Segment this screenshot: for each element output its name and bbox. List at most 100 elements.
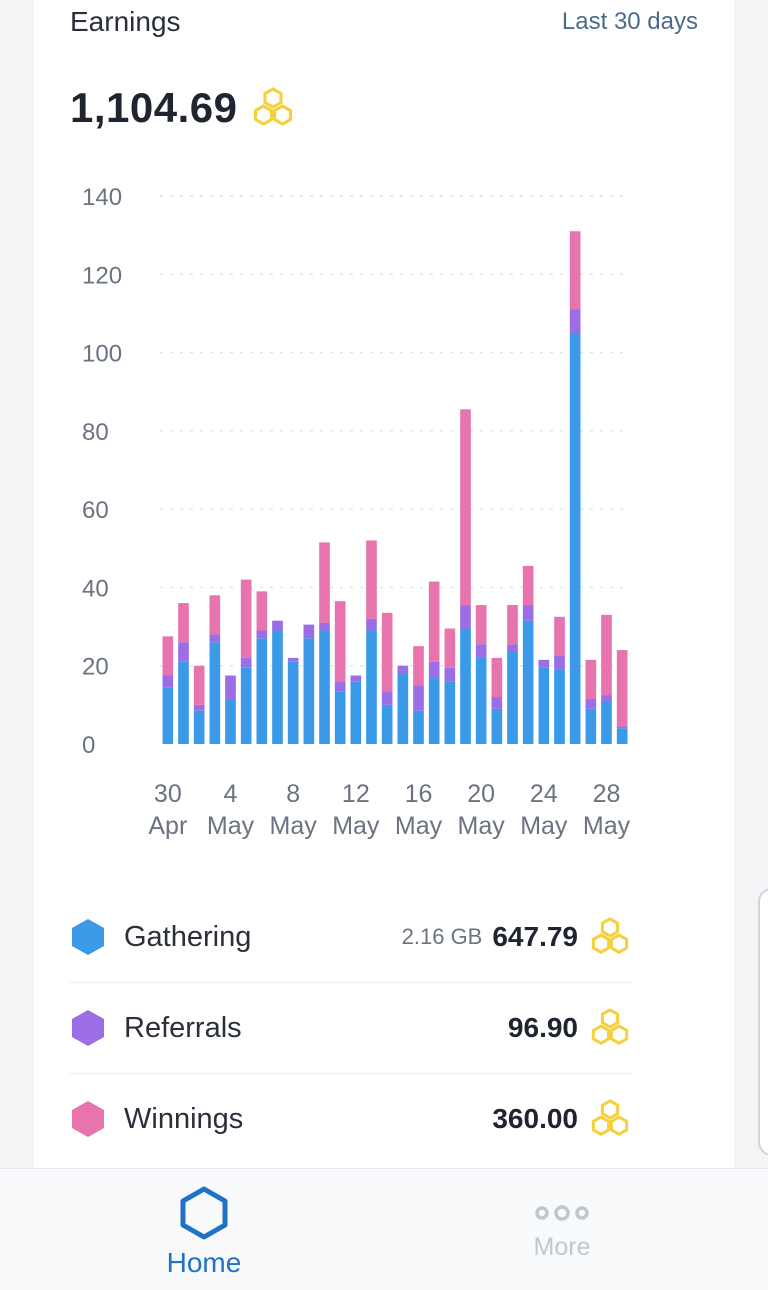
earnings-card	[34, 0, 734, 1170]
bar-winnings	[240, 579, 252, 658]
bar-referrals	[554, 655, 565, 670]
x-tick-month: May	[395, 812, 443, 840]
y-tick-label: 0	[82, 732, 95, 759]
hexagon-icon	[180, 1186, 228, 1240]
bar-gathering	[334, 691, 346, 744]
y-tick-label: 80	[82, 419, 109, 446]
total-earnings: 1,104.69	[70, 84, 296, 132]
bar-gathering	[240, 667, 252, 744]
x-tick-month: May	[520, 812, 568, 840]
bar-referrals	[538, 659, 550, 668]
total-earnings-value: 1,104.69	[70, 84, 238, 131]
x-tick-day: 20	[467, 780, 495, 808]
bar-referrals	[475, 644, 487, 658]
nav-home-label: Home	[166, 1247, 242, 1278]
bar-winnings	[366, 540, 377, 619]
bar-winnings	[522, 565, 534, 606]
bar-gathering	[538, 667, 550, 744]
gathering-earnings-value: 647.79	[492, 921, 578, 952]
x-tick-month: May	[270, 812, 318, 840]
bar-winnings	[413, 646, 424, 686]
bar-referrals	[287, 657, 299, 662]
legend-row-referrals[interactable]: Referrals 96.90	[70, 983, 632, 1074]
x-tick-month: May	[332, 812, 380, 840]
bar-gathering	[225, 698, 236, 744]
bar-gathering	[507, 652, 518, 744]
bar-referrals	[616, 726, 628, 729]
legend-row-gathering[interactable]: Gathering 2.16 GB 647.79	[70, 892, 632, 983]
bar-referrals	[522, 605, 534, 621]
bar-referrals	[319, 622, 330, 631]
bar-gathering	[287, 661, 299, 744]
bar-referrals	[240, 657, 252, 668]
honeycomb-icon	[591, 1099, 629, 1136]
bar-gathering	[350, 681, 362, 744]
bar-referrals	[444, 667, 456, 682]
bar-referrals	[303, 624, 315, 639]
bar-gathering	[381, 704, 393, 744]
x-tick-day: 16	[405, 780, 433, 808]
legend-label-gathering: Gathering	[124, 920, 252, 953]
bar-referrals	[585, 698, 597, 709]
period-selector[interactable]: Last 30 days	[561, 8, 698, 35]
bar-winnings	[569, 231, 581, 310]
bar-gathering	[460, 628, 471, 744]
bar-referrals	[209, 634, 221, 643]
honeycomb-icon	[253, 87, 292, 126]
bar-referrals	[491, 697, 503, 709]
x-tick-day: 8	[286, 780, 300, 808]
earnings-title: Earnings	[70, 6, 181, 37]
bar-referrals	[428, 661, 440, 678]
bar-winnings	[491, 657, 503, 698]
bar-gathering	[601, 700, 612, 744]
referrals-hexagon-icon	[72, 1010, 104, 1046]
bar-gathering	[303, 638, 315, 744]
bar-winnings	[319, 542, 330, 623]
legend-label-referrals: Referrals	[124, 1011, 242, 1044]
x-tick-day: 24	[530, 780, 558, 808]
winnings-earnings-value: 360.00	[492, 1103, 578, 1134]
earnings-bar-chart: 0 20 40 60 80 100 120 140 30 Apr 4 May 8 May 12 May 16 Ma…	[82, 184, 631, 840]
y-tick-label: 60	[82, 497, 109, 524]
bar-gathering	[397, 673, 409, 744]
bar-referrals	[162, 675, 174, 688]
y-tick-label: 20	[82, 654, 109, 681]
bar-winnings	[334, 601, 346, 682]
bar-winnings	[585, 659, 597, 699]
bar-gathering	[491, 708, 503, 744]
bar-winnings	[601, 614, 612, 696]
bar-gathering	[585, 708, 597, 744]
bar-winnings	[460, 409, 471, 606]
bar-winnings	[616, 650, 628, 727]
bar-winnings	[193, 665, 205, 705]
nav-home[interactable]: Home	[94, 1169, 314, 1290]
nav-more[interactable]: More	[452, 1169, 672, 1290]
earnings-legend: Gathering 2.16 GB 647.79 Referrals 96.90…	[70, 892, 632, 1164]
x-tick-day: 28	[593, 780, 621, 808]
bottom-navigation: Home More	[0, 1168, 768, 1290]
honeycomb-icon	[591, 1008, 629, 1045]
y-tick-label: 140	[82, 184, 122, 211]
bar-winnings	[554, 616, 565, 656]
x-tick-month: May	[458, 812, 506, 840]
y-tick-label: 40	[82, 575, 109, 602]
bar-gathering	[319, 630, 330, 744]
y-tick-label: 100	[82, 341, 122, 368]
bar-gathering	[616, 728, 628, 744]
bar-referrals	[507, 644, 518, 653]
gathering-data-amount: 2.16 GB	[401, 924, 483, 949]
bar-winnings	[162, 636, 174, 676]
bar-referrals	[381, 691, 393, 705]
honeycomb-icon	[591, 917, 629, 954]
nav-more-label: More	[533, 1233, 591, 1261]
legend-row-winnings[interactable]: Winnings 360.00	[70, 1074, 632, 1164]
bar-referrals	[460, 605, 471, 629]
side-drawer-handle[interactable]	[758, 888, 768, 1156]
x-tick-day: 30	[154, 780, 182, 808]
winnings-hexagon-icon	[72, 1101, 104, 1137]
bar-referrals	[366, 618, 377, 631]
more-dots-icon	[535, 1205, 589, 1221]
x-tick-month: May	[583, 812, 631, 840]
bar-referrals	[272, 620, 283, 631]
bar-winnings	[428, 581, 440, 662]
